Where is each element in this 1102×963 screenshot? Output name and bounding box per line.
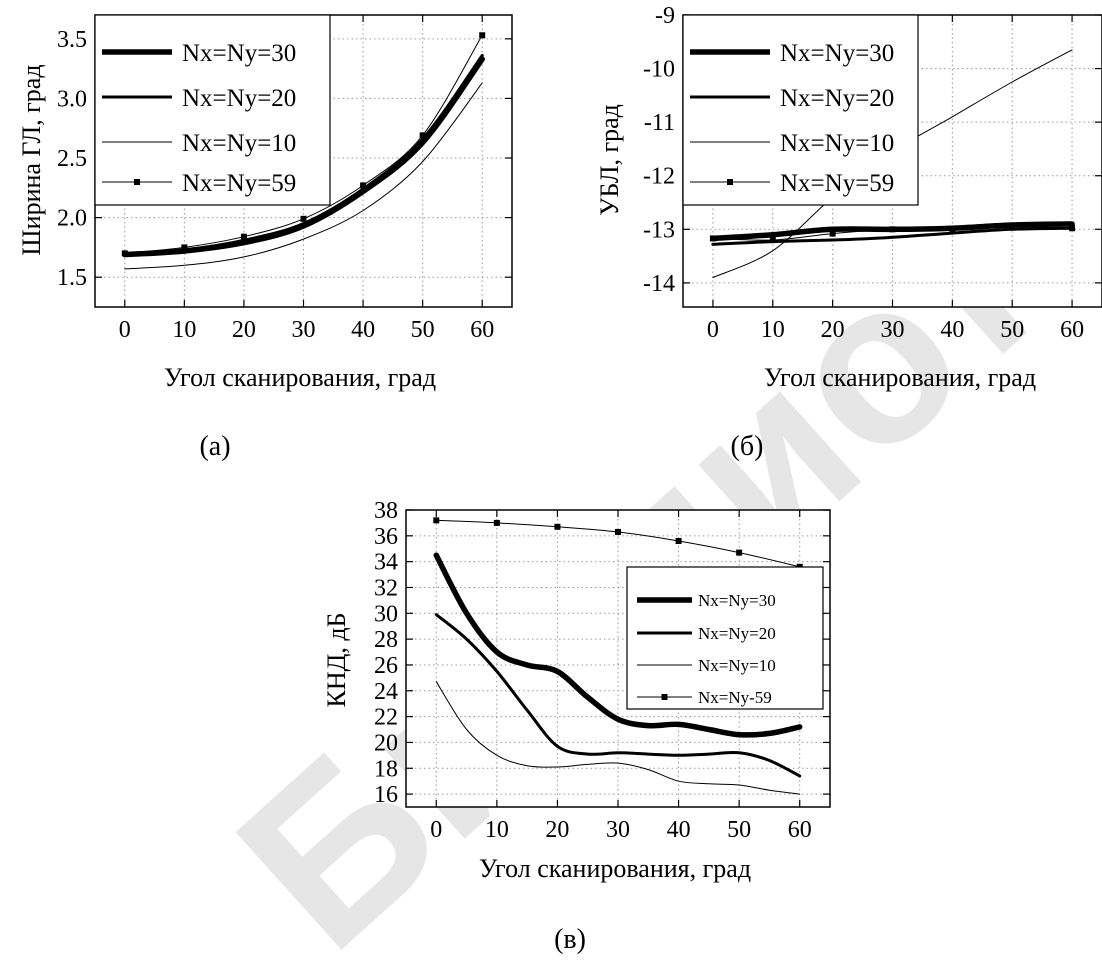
legend: Nx=Ny=30 Nx=Ny=20 Nx=Ny=10 Nx=Ny=59 [683,15,918,205]
x-tick-label: 20 [232,317,256,343]
data-point [1069,225,1075,231]
x-tick-label: 40 [351,317,375,343]
x-tick-label: 50 [1000,317,1024,343]
legend-marker [134,179,140,185]
data-point [181,244,187,250]
x-tick-label: 40 [667,817,691,843]
y-tick-label: -11 [644,110,675,136]
panel-caption: (в) [554,924,586,955]
y-tick-label: 26 [374,653,398,679]
panel-caption: (б) [731,431,764,462]
y-tick-label: 20 [374,730,398,756]
chart-a: 0 10 20 30 40 50 60 1.5 2.0 2.5 3.0 3.5 Угол сканиро… [17,15,512,462]
legend-label: Nx=Ny=30 [780,40,894,67]
data-point [241,234,247,240]
data-point [360,182,366,188]
y-axis-label: КНД, дБ [322,612,351,707]
y-tick-label: 30 [374,601,398,627]
legend-label: Nx=Ny=20 [780,85,894,112]
legend-label: Nx=Ny=10 [182,130,296,157]
y-tick-label: 34 [374,550,398,576]
x-tick-label: 30 [881,317,905,343]
data-point [676,538,682,544]
data-point [710,235,716,241]
legend-marker [727,179,733,185]
data-point [1009,224,1015,230]
legend-label: Nx=Ny=30 [698,591,776,610]
legend-label: Nx=Ny=10 [780,130,894,157]
y-tick-label: 32 [374,575,398,601]
y-tick-label: -10 [643,57,675,83]
y-tick-label: 22 [374,705,398,731]
x-tick-label: 60 [788,817,812,843]
data-point [479,32,485,38]
data-point [770,237,776,243]
x-tick-label: 0 [119,317,131,343]
legend-label: Nx=Ny=10 [698,656,776,675]
x-tick-label: 50 [411,317,435,343]
y-tick-label: 28 [374,627,398,653]
y-tick-label: 2.5 [57,146,87,172]
x-tick-label: 0 [707,317,719,343]
y-tick-label: 24 [374,679,398,705]
y-tick-label: 2.0 [57,206,87,232]
legend-label: Nx=Ny=59 [780,170,894,197]
x-tick-label: 10 [761,317,785,343]
legend-label: Nx=Ny-59 [698,688,772,707]
panel-caption: (а) [199,431,230,462]
x-tick-label: 20 [821,317,845,343]
legend-label: Nx=Ny=59 [182,170,296,197]
y-tick-label: -12 [643,164,675,190]
x-tick-label: 40 [940,317,964,343]
legend-label: Nx=Ny=30 [182,40,296,67]
x-tick-label: 20 [545,817,569,843]
data-point [615,529,621,535]
legend-label: Nx=Ny=20 [698,624,776,643]
x-tick-label: 50 [727,817,751,843]
data-point [736,550,742,556]
x-tick-label: 0 [430,817,442,843]
x-tick-label: 30 [292,317,316,343]
y-tick-label: 3.0 [57,86,87,112]
legend-label: Nx=Ny=20 [182,85,296,112]
data-point [554,524,560,530]
x-axis-label: Угол сканирования, град [479,854,751,883]
data-point [122,250,128,256]
data-point [420,132,426,138]
data-point [830,231,836,237]
y-tick-label: -14 [643,271,675,297]
legend-marker [662,694,668,700]
x-tick-label: 30 [606,817,630,843]
x-tick-label: 10 [172,317,196,343]
y-axis-label: УБЛ, град [595,104,624,216]
x-axis-label: Угол сканирования, град [764,363,1036,392]
x-tick-label: 10 [485,817,509,843]
x-tick-label: 60 [470,317,494,343]
y-tick-label: -9 [655,3,675,29]
y-tick-label: 38 [374,498,398,524]
legend: Nx=Ny=30 Nx=Ny=20 Nx=Ny=10 Nx=Ny=59 [95,15,330,205]
x-axis-label: Угол сканирования, град [164,363,436,392]
y-tick-label: 36 [374,524,398,550]
y-tick-label: 1.5 [57,265,87,291]
y-axis-label: Ширина ГЛ, град [17,64,46,255]
y-tick-label: 3.5 [57,27,87,53]
data-point [494,520,500,526]
y-tick-label: -13 [643,217,675,243]
data-point [949,226,955,232]
y-tick-label: 16 [374,782,398,808]
x-tick-label: 60 [1060,317,1084,343]
data-point [301,216,307,222]
legend: Nx=Ny=30 Nx=Ny=20 Nx=Ny=10 Nx=Ny-59 [627,567,823,709]
data-point [890,226,896,232]
data-point [433,517,439,523]
y-tick-label: 18 [374,756,398,782]
